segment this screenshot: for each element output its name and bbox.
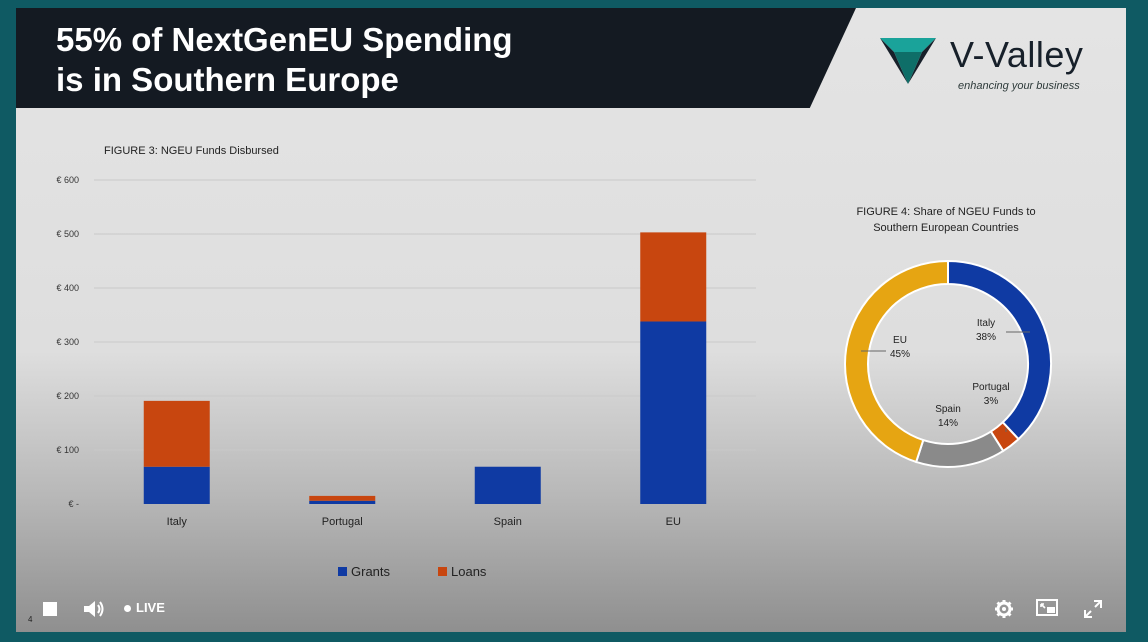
donut-label-eu: EU [893,335,907,346]
donut-title-line-1: FIGURE 4: Share of NGEU Funds to [856,206,1036,218]
live-indicator-dot [124,605,131,612]
donut-label-italy: Italy [977,318,995,329]
y-tick-label: € 300 [56,337,79,347]
donut-title-line-2: Southern European Countries [873,222,1019,234]
legend-label-loans: Loans [451,564,487,579]
legend-swatch-loans [438,567,447,576]
slide-title: 55% of NextGenEU Spending is in Southern… [56,21,513,98]
y-tick-label: € - [68,499,79,509]
donut-value-portugal: 3% [984,396,999,407]
donut-value-italy: 38% [976,332,996,343]
y-tick-label: € 100 [56,445,79,455]
donut-label-portugal: Portugal [972,382,1009,393]
donut-slice-eu [844,259,949,464]
x-tick-label: Portugal [322,516,363,528]
legend-swatch-grants [338,567,347,576]
bar-grants-italy [143,466,210,504]
title-band [16,8,856,108]
logo-tagline: enhancing your business [958,80,1080,92]
slide-frame: 55% of NextGenEU Spending is in Southern… [16,8,1126,632]
donut-chart: Italy 38% Portugal 3% Spain 14% EU 45% [844,259,1052,468]
v-valley-logo: V-Valley enhancing your business [878,30,1108,100]
donut-value-eu: 45% [890,349,910,360]
legend-label-grants: Grants [351,564,391,579]
live-label: LIVE [136,600,165,615]
settings-gear-icon[interactable] [994,599,1014,619]
y-tick-label: € 500 [56,229,79,239]
bar-loans-italy [143,400,210,467]
volume-icon[interactable] [82,598,106,620]
bar-loans-eu [640,232,707,322]
bar-loans-portugal [309,495,376,501]
donut-slice-italy [947,259,1052,441]
bar-chart-title: FIGURE 3: NGEU Funds Disbursed [104,145,279,157]
fullscreen-icon[interactable] [1083,599,1103,619]
bar-grants-spain [474,466,541,504]
v-valley-logo-mark-icon [880,38,936,84]
x-tick-label: Spain [494,516,522,528]
stop-icon[interactable] [42,601,58,617]
bar-chart: € - € 100 € 200 € 300 € 400 € 500 € 600 Italy Po… [56,175,756,579]
x-tick-label: Italy [167,516,188,528]
bar-grants-portugal [309,500,376,504]
slide-page-number: 4 [28,615,33,624]
donut-chart-title: FIGURE 4: Share of NGEU Funds to Souther… [816,204,1076,236]
donut-label-spain: Spain [935,404,961,415]
y-tick-label: € 400 [56,283,79,293]
x-tick-label: EU [666,516,681,528]
bar-grants-eu [640,321,707,504]
donut-value-spain: 14% [938,418,958,429]
y-tick-label: € 600 [56,175,79,185]
donut-slice-spain [914,430,1005,468]
picture-in-picture-icon[interactable] [1036,598,1060,618]
logo-name: V-Valley [950,34,1084,75]
y-tick-label: € 200 [56,391,79,401]
